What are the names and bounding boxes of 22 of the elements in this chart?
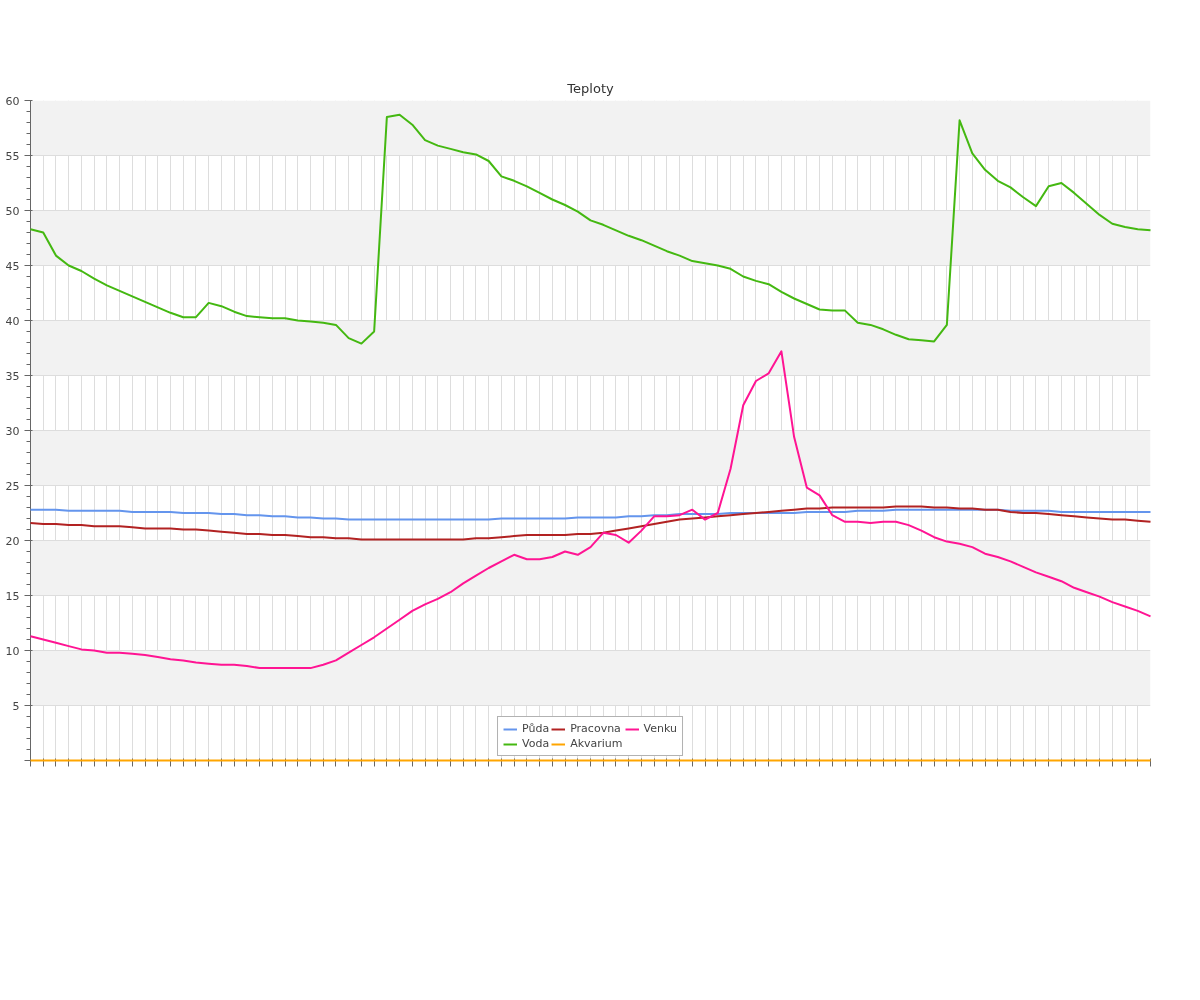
y-tick-label: 55 bbox=[5, 149, 20, 163]
y-tick-label: 25 bbox=[5, 479, 20, 493]
y-tick-label: 15 bbox=[5, 589, 20, 603]
legend-label: Akvarium bbox=[570, 737, 623, 750]
legend-label: Půda bbox=[522, 722, 550, 735]
line-series bbox=[29, 505, 1152, 541]
chart-title: Teploty bbox=[566, 80, 614, 96]
y-tick-label: 20 bbox=[5, 534, 20, 548]
legend-label: Voda bbox=[522, 737, 550, 750]
y-tick-label: 40 bbox=[5, 314, 20, 328]
y-tick-label: 45 bbox=[5, 259, 20, 273]
y-tick-label: 30 bbox=[5, 424, 20, 438]
line-series bbox=[29, 508, 1152, 521]
line-series bbox=[29, 350, 1152, 670]
y-tick-label: 10 bbox=[5, 644, 20, 658]
line-series bbox=[29, 113, 1152, 345]
y-tick-label: 60 bbox=[5, 94, 20, 108]
legend-label: Pracovna bbox=[570, 722, 621, 735]
legend-label: Venku bbox=[643, 722, 677, 735]
y-tick-label: 35 bbox=[5, 369, 20, 383]
y-tick-label: 50 bbox=[5, 204, 20, 218]
y-tick-label: 5 bbox=[12, 699, 20, 713]
